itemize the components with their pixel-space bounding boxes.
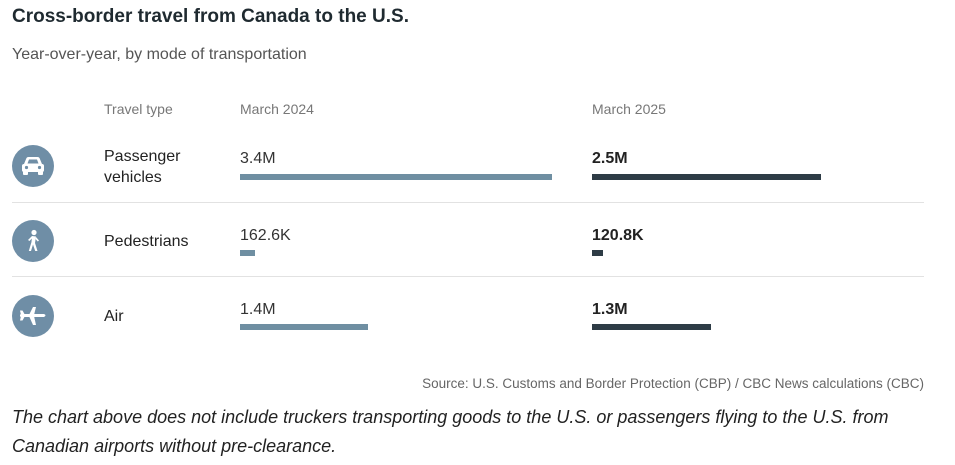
row-label-pedestrians: Pedestrians: [104, 233, 189, 250]
bar-2025-pedestrians: [592, 250, 603, 256]
pedestrian-icon: [12, 220, 54, 262]
bar-2025-air: [592, 324, 711, 330]
column-header-travel-type: Travel type: [104, 101, 173, 117]
row-label-line: vehicles: [104, 169, 162, 186]
source-note: Source: U.S. Customs and Border Protecti…: [422, 376, 924, 391]
value-label-2024-air: 1.4M: [240, 301, 276, 318]
row-label-air: Air: [104, 308, 124, 325]
row-label-passenger-vehicles: Passenger vehicles: [104, 146, 181, 188]
bar-2025-passenger: [592, 174, 821, 180]
row-label-line: Passenger: [104, 148, 181, 165]
column-header-march-2024: March 2024: [240, 101, 314, 117]
bar-2024-passenger: [240, 174, 552, 180]
car-icon: [12, 145, 54, 187]
airplane-icon: [12, 295, 54, 337]
row-divider: [12, 276, 924, 277]
chart-subtitle: Year-over-year, by mode of transportatio…: [12, 46, 307, 63]
bar-2024-air: [240, 324, 368, 330]
row-divider: [12, 202, 924, 203]
value-label-2025-pedestrians: 120.8K: [592, 227, 644, 244]
value-label-2024-passenger: 3.4M: [240, 150, 276, 167]
footnote: The chart above does not include trucker…: [12, 407, 889, 456]
chart-title: Cross-border travel from Canada to the U…: [12, 6, 409, 27]
column-header-march-2025: March 2025: [592, 101, 666, 117]
bar-2024-pedestrians: [240, 250, 255, 256]
value-label-2025-passenger: 2.5M: [592, 150, 628, 167]
value-label-2024-pedestrians: 162.6K: [240, 227, 291, 244]
value-label-2025-air: 1.3M: [592, 301, 628, 318]
